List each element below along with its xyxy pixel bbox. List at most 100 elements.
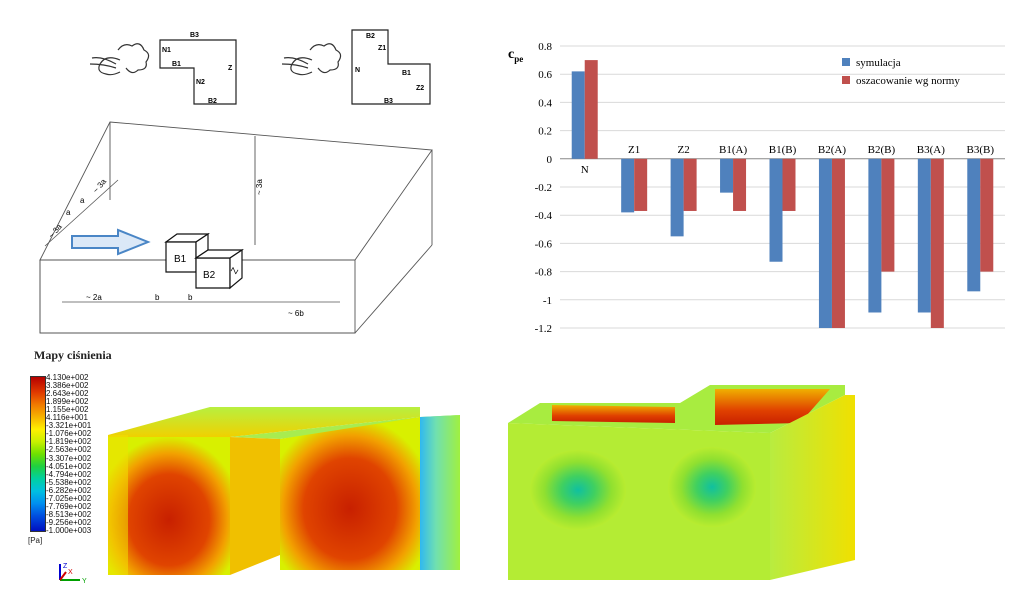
dim-2a: ~ 2a [86, 293, 102, 302]
bar-norma-2 [683, 158, 697, 211]
x-category-label: B2(A) [818, 144, 846, 156]
axis-y-label: Y [82, 578, 87, 585]
legend-value: -4.794e+002 [46, 469, 92, 479]
cpe-bar-chart: cpe 0.8 0.6 0.4 0.2 0 -0.2 -0.4 -0.6 -0.8 -1 -1.2 … [500, 30, 1020, 340]
bar-norma-0 [584, 60, 598, 159]
dim-b-1: b [155, 293, 160, 302]
y-tick-label: 0.8 [538, 41, 552, 53]
bar-norma-3 [733, 158, 747, 211]
legend-value: -9.256e+002 [46, 517, 92, 527]
x-category-label: B1(A) [719, 144, 747, 156]
legend-label: symulacja [856, 57, 901, 69]
maps-title: Mapy ciśnienia [34, 348, 112, 362]
bar-norma-5 [831, 158, 845, 328]
block-label-z: Z [229, 265, 241, 275]
y-tick-label: -0.6 [535, 238, 553, 250]
legend-value: -4.051e+002 [46, 461, 92, 471]
dim-height: ~ 3a [255, 179, 264, 195]
legend-swatch [842, 76, 850, 84]
pressure-map-leeward [508, 385, 855, 580]
legend-value: -2.563e+002 [46, 445, 92, 455]
building-blocks [164, 232, 244, 290]
legend-value: -5.538e+002 [46, 477, 92, 487]
y-tick-label: 0.6 [538, 69, 552, 81]
dim-a-1: a [66, 208, 71, 217]
legend-value: -3.307e+002 [46, 453, 92, 463]
dim-6b: ~ 6b [288, 309, 304, 318]
x-category-label: Z2 [677, 144, 689, 156]
legend-value: 4.116e+001 [46, 413, 88, 423]
plan1-label-b1: B1 [172, 61, 181, 68]
axis-triad-icon: Z X Y [59, 563, 87, 585]
block-label-b2: B2 [203, 270, 216, 281]
plan-outline-1 [159, 39, 237, 105]
axis-z-label: Z [63, 563, 68, 570]
y-tick-label: 0.2 [538, 126, 552, 138]
y-tick-label: -0.2 [535, 182, 552, 194]
bar-symulacja-2 [670, 158, 684, 237]
domain-box [39, 121, 433, 334]
plan2-label-z1: Z1 [378, 45, 386, 52]
bar-symulacja-4 [769, 158, 783, 262]
x-category-label: B3(B) [967, 144, 995, 156]
plan-outline-2 [351, 29, 431, 105]
wind-cloud-icon [89, 43, 150, 76]
legend-swatch [842, 58, 850, 66]
color-legend-bar [30, 376, 46, 532]
x-category-label: B3(A) [917, 144, 945, 156]
bar-norma-7 [930, 158, 944, 328]
bar-norma-8 [980, 158, 994, 272]
pressure-map-windward [108, 407, 460, 575]
dim-b-2: b [188, 293, 193, 302]
plan1-label-z: Z [228, 65, 233, 72]
legend-value: -3.321e+001 [46, 421, 92, 431]
dim-3a-top: ~ 3a [91, 177, 108, 195]
legend-value: 4.130e+002 [46, 373, 89, 382]
domain-diagram: B3 N1 B1 N2 Z B2 B2 Z1 N B1 Z2 B3 ~ 3a a… [0, 0, 470, 345]
plan1-label-n2: N2 [196, 79, 205, 86]
bar-symulacja-8 [967, 158, 981, 292]
color-legend-labels: 4.130e+002 3.386e+002 2.643e+002 1.899e+002… [46, 373, 106, 535]
legend-value: 1.899e+002 [46, 397, 89, 407]
bar-symulacja-0 [571, 71, 585, 159]
plan1-label-b2: B2 [208, 98, 217, 105]
bar-norma-6 [881, 158, 895, 272]
plan2-label-z2: Z2 [416, 85, 424, 92]
bar-symulacja-1 [621, 158, 635, 213]
legend-value: 2.643e+002 [46, 389, 89, 399]
plan2-label-b1: B1 [402, 70, 411, 77]
bar-norma-4 [782, 158, 796, 211]
legend-label: oszacowanie wg normy [856, 75, 960, 87]
y-tick-label: -0.4 [535, 210, 553, 222]
x-category-label: N [581, 164, 589, 176]
x-category-label: Z1 [628, 144, 640, 156]
x-category-label: B2(B) [868, 144, 896, 156]
legend-value: -7.769e+002 [46, 501, 92, 511]
plan1-label-n1: N1 [162, 47, 171, 54]
y-tick-label: 0 [547, 154, 553, 166]
x-category-label: B1(B) [769, 144, 797, 156]
legend-value: -1.819e+002 [46, 437, 92, 447]
legend-value: 3.386e+002 [46, 381, 89, 391]
bar-symulacja-5 [818, 158, 832, 328]
legend-value: -8.513e+002 [46, 509, 92, 519]
y-tick-label: -1.2 [535, 323, 552, 335]
plan2-label-n: N [355, 67, 360, 74]
y-axis-label: cpe [508, 47, 523, 64]
wind-arrow-icon [71, 228, 151, 256]
axis-x-label: X [68, 569, 73, 576]
plan1-label-b3: B3 [190, 32, 199, 39]
legend-value: -7.025e+002 [46, 493, 92, 503]
bar-symulacja-7 [917, 158, 931, 313]
bar-symulacja-3 [720, 158, 734, 193]
legend-value: 1.155e+002 [46, 405, 89, 415]
bar-norma-1 [634, 158, 648, 211]
y-tick-label: -1 [543, 295, 552, 307]
plan2-label-b3: B3 [384, 98, 393, 105]
y-tick-label: 0.4 [538, 97, 552, 109]
legend-value: -6.282e+002 [46, 485, 92, 495]
dim-a-2: a [80, 196, 85, 205]
unit-label: [Pa] [28, 536, 43, 545]
y-tick-label: -0.8 [535, 267, 553, 279]
block-label-b1: B1 [174, 254, 187, 265]
